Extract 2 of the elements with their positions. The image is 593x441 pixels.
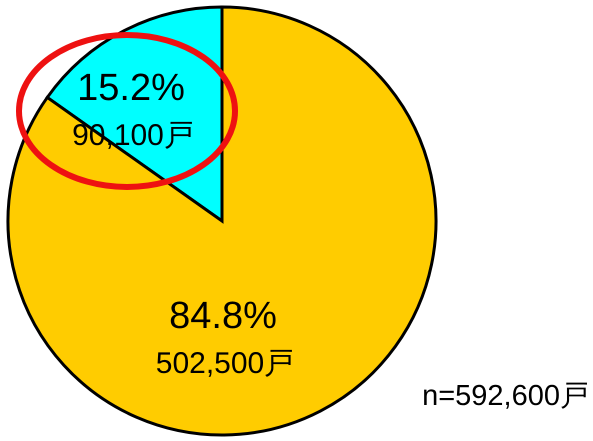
data-label: 84.8% 502,500戸 <box>156 295 294 380</box>
text: n=592,600戸 <box>422 380 589 412</box>
